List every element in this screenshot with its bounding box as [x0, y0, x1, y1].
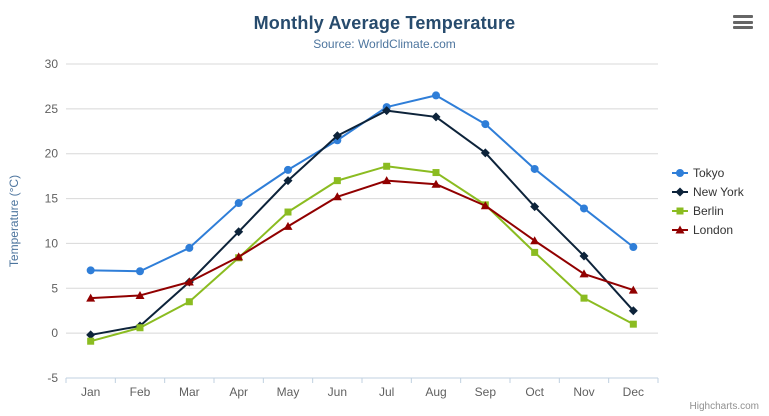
- chart-title: Monthly Average Temperature: [253, 13, 516, 33]
- legend-label: London: [693, 223, 733, 237]
- data-point-tokyo[interactable]: [234, 199, 243, 208]
- legend-label: Berlin: [693, 204, 724, 218]
- series-line-new-york: [89, 109, 635, 336]
- data-point-new-york[interactable]: [480, 148, 490, 158]
- data-point-tokyo[interactable]: [136, 267, 144, 276]
- x-axis-label: May: [277, 385, 300, 399]
- data-point-london[interactable]: [332, 192, 342, 201]
- x-axis-label: Jan: [81, 385, 100, 399]
- data-point-tokyo[interactable]: [530, 164, 539, 173]
- legend-label: New York: [693, 185, 745, 199]
- legend-marker-berlin: [676, 207, 684, 215]
- series-london: [86, 176, 638, 302]
- data-point-new-york[interactable]: [86, 330, 96, 340]
- data-point-new-york[interactable]: [579, 251, 589, 261]
- series-line-london: [89, 179, 635, 300]
- y-axis-label: 5: [51, 281, 58, 295]
- x-axis-label: Jul: [379, 385, 394, 399]
- chart-subtitle: Source: WorldClimate.com: [313, 37, 456, 51]
- data-point-new-york[interactable]: [431, 112, 441, 122]
- data-point-tokyo[interactable]: [284, 165, 292, 174]
- x-axis-label: Jun: [328, 385, 347, 399]
- credits-link[interactable]: Highcharts.com: [689, 401, 759, 412]
- series-new-york: [86, 106, 638, 340]
- y-axis-label: 10: [45, 236, 59, 250]
- data-point-london[interactable]: [431, 179, 441, 188]
- data-point-tokyo[interactable]: [580, 204, 588, 213]
- data-point-new-york[interactable]: [382, 106, 392, 116]
- y-axis-title: Temperature (°C): [7, 175, 21, 267]
- data-point-tokyo[interactable]: [86, 266, 95, 275]
- y-axis-label: 30: [45, 57, 59, 71]
- data-point-new-york[interactable]: [283, 176, 293, 186]
- hamburger-icon: [733, 20, 753, 24]
- data-point-berlin[interactable]: [383, 162, 391, 170]
- legend-marker-london: [675, 225, 685, 234]
- data-point-berlin[interactable]: [531, 248, 539, 256]
- data-point-london[interactable]: [86, 293, 96, 302]
- x-axis-label: Feb: [130, 385, 151, 399]
- data-point-london[interactable]: [135, 290, 145, 299]
- data-point-berlin[interactable]: [284, 208, 292, 216]
- series-line-berlin: [89, 165, 635, 343]
- data-point-tokyo[interactable]: [432, 91, 440, 100]
- data-point-berlin[interactable]: [629, 320, 637, 328]
- data-point-london[interactable]: [283, 221, 293, 230]
- x-axis-label: Apr: [229, 385, 248, 399]
- x-axis-label: Dec: [623, 385, 644, 399]
- legend-marker-tokyo: [676, 169, 684, 177]
- data-point-london[interactable]: [382, 176, 392, 185]
- data-point-berlin[interactable]: [580, 294, 588, 302]
- hamburger-icon: [733, 26, 753, 29]
- y-axis-label: 25: [45, 102, 59, 116]
- data-point-tokyo[interactable]: [185, 243, 194, 252]
- x-axis-label: Oct: [525, 385, 544, 399]
- y-axis-label: -5: [47, 371, 58, 385]
- x-axis-label: Mar: [179, 385, 200, 399]
- data-point-berlin[interactable]: [87, 337, 95, 345]
- legend-item-berlin[interactable]: Berlin: [672, 204, 724, 218]
- data-point-tokyo[interactable]: [629, 243, 638, 252]
- series-line-tokyo: [89, 94, 635, 273]
- data-point-new-york[interactable]: [234, 227, 244, 237]
- data-point-london[interactable]: [234, 252, 244, 261]
- legend-label: Tokyo: [693, 166, 725, 180]
- data-point-tokyo[interactable]: [481, 120, 490, 129]
- data-point-london[interactable]: [184, 277, 194, 286]
- legend-marker-new-york: [675, 187, 685, 197]
- data-point-london[interactable]: [628, 285, 638, 294]
- data-point-london[interactable]: [530, 236, 540, 245]
- data-point-berlin[interactable]: [185, 298, 193, 306]
- data-point-berlin[interactable]: [432, 169, 440, 177]
- legend-item-tokyo[interactable]: Tokyo: [672, 166, 725, 180]
- y-axis-label: 20: [45, 147, 59, 161]
- data-point-new-york[interactable]: [332, 131, 342, 141]
- legend-item-london[interactable]: London: [672, 223, 733, 237]
- export-menu-button[interactable]: [731, 13, 755, 31]
- data-point-new-york[interactable]: [628, 306, 638, 316]
- y-axis-label: 15: [45, 192, 59, 206]
- data-point-berlin[interactable]: [136, 324, 144, 332]
- x-axis-label: Nov: [573, 385, 594, 399]
- legend-item-new-york[interactable]: New York: [672, 185, 745, 199]
- series-tokyo: [86, 91, 638, 276]
- data-point-london[interactable]: [480, 201, 490, 210]
- data-point-new-york[interactable]: [530, 202, 540, 212]
- data-point-london[interactable]: [579, 269, 589, 278]
- data-point-berlin[interactable]: [333, 177, 341, 185]
- hamburger-icon: [733, 15, 753, 18]
- x-axis-label: Aug: [425, 385, 446, 399]
- y-axis-label: 0: [51, 326, 58, 340]
- x-axis-label: Sep: [475, 385, 497, 399]
